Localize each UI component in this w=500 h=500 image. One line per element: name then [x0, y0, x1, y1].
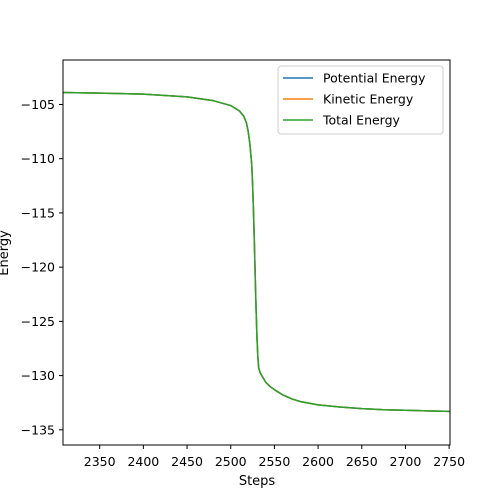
legend-box [277, 65, 444, 135]
series-line-2 [63, 91, 450, 413]
legend: Potential Energy Kinetic Energy Total Ener… [277, 65, 444, 135]
x-tick-label: 2500 [215, 454, 247, 469]
y-tick-label: −115 [21, 205, 55, 220]
series-line-1 [63, 91, 450, 413]
y-tick-label: −120 [21, 260, 55, 275]
x-tick-label: 2400 [127, 454, 159, 469]
x-axis-label: Steps [239, 474, 276, 489]
y-tick-label: −135 [21, 422, 55, 437]
y-axis-ticks: −135 −130 −125 −120 −115 −110 −105 [21, 97, 63, 437]
y-tick-label: −130 [21, 368, 55, 383]
y-tick-label: −110 [21, 151, 55, 166]
y-tick-label: −125 [21, 314, 55, 329]
x-tick-label: 2750 [433, 454, 465, 469]
x-tick-label: 2600 [302, 454, 334, 469]
x-tick-label: 2350 [84, 454, 116, 469]
x-tick-label: 2700 [390, 454, 422, 469]
y-tick-label: −105 [21, 97, 55, 112]
series-line-0 [63, 91, 450, 413]
legend-label: Total Energy [322, 113, 401, 128]
x-axis-ticks: 2350 2400 2450 2500 2550 2600 2650 2700 2750 [84, 445, 465, 469]
plot-frame [62, 59, 451, 446]
x-tick-label: 2650 [346, 454, 378, 469]
series-lines [63, 91, 450, 413]
x-tick-label: 2450 [171, 454, 203, 469]
x-tick-label: 2550 [259, 454, 291, 469]
y-axis-label: Energy [0, 230, 12, 276]
legend-label: Potential Energy [323, 71, 426, 86]
legend-label: Kinetic Energy [323, 92, 414, 107]
